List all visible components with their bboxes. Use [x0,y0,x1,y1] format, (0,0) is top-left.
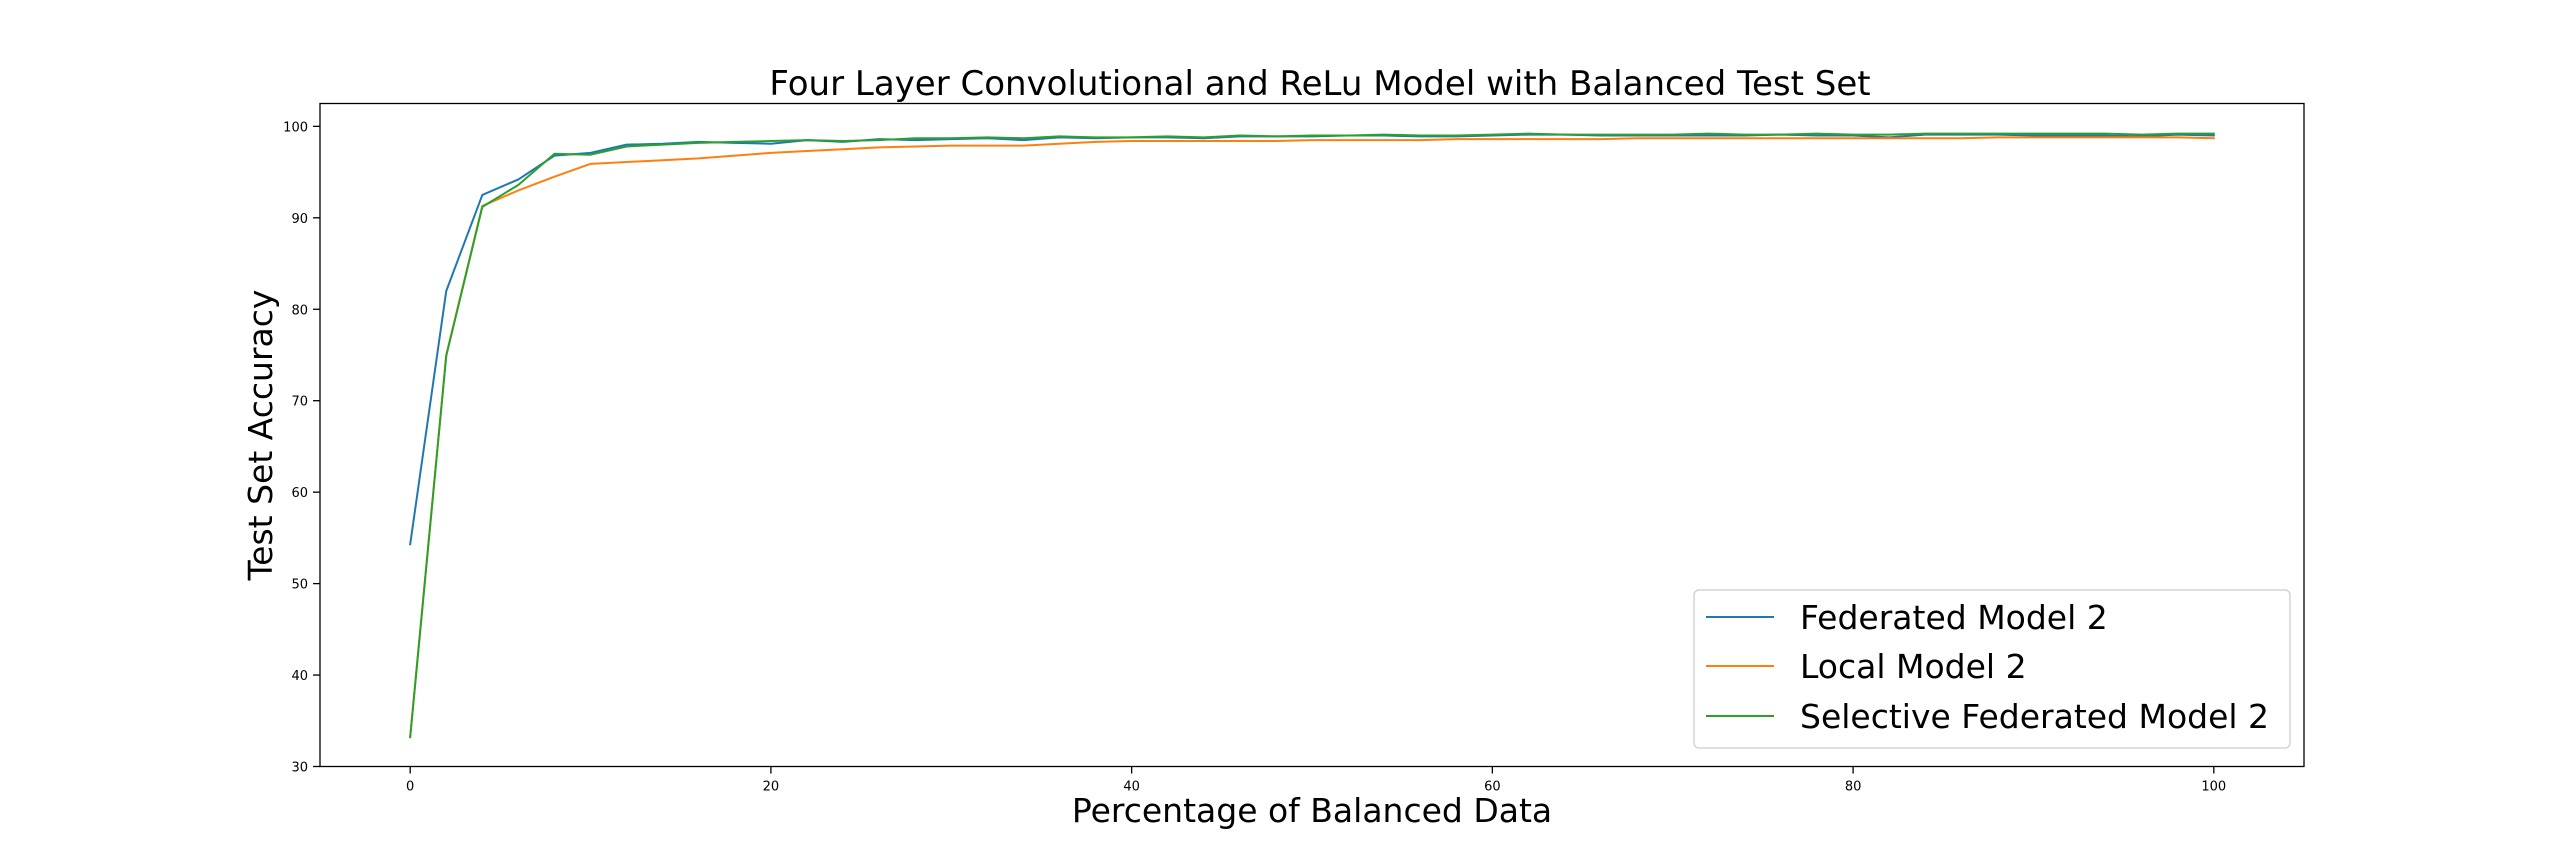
legend-box [1693,589,2291,749]
y-axis: 30 40 50 60 70 80 90 100 [283,120,320,776]
series-line-1 [409,133,2215,546]
legend-label-2: Local Model 2 [1800,647,2027,686]
x-tick-label: 40 [1123,780,1140,795]
y-tick-label: 90 [291,212,308,227]
x-axis-title: Percentage of Balanced Data [1072,791,1552,830]
y-tick-label: 100 [283,120,308,135]
y-tick-label: 60 [291,486,308,501]
x-tick-label: 20 [763,780,780,795]
y-tick-label: 30 [291,761,308,776]
series-line-3 [409,132,2215,739]
y-axis-title: Test Set Accuracy [241,290,280,582]
chart-title: Four Layer Convolutional and ReLu Model … [769,64,1870,104]
y-tick-label: 50 [291,578,308,593]
legend-label-1: Federated Model 2 [1800,598,2108,637]
y-tick-label: 80 [291,303,308,318]
series-line-2 [409,136,2215,738]
plot-area-frame [319,102,2305,768]
x-tick-label: 0 [406,780,414,795]
legend-label-3: Selective Federated Model 2 [1800,697,2269,736]
x-tick-label: 80 [1845,780,1862,795]
x-tick-label: 100 [2201,780,2226,795]
x-axis: 0 20 40 60 80 100 [406,766,2226,795]
legend: Federated Model 2 Local Model 2 Selective … [1693,589,2291,749]
y-tick-label: 40 [291,669,308,684]
x-tick-label: 60 [1484,780,1501,795]
y-tick-label: 70 [291,395,308,410]
series-layer [409,132,2215,739]
